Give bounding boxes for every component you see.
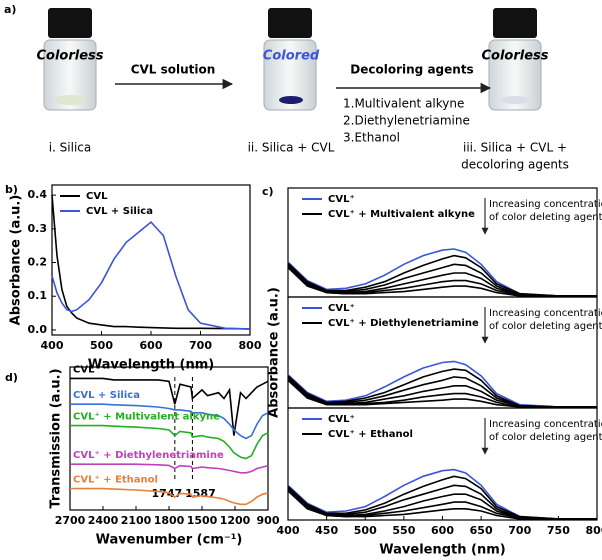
x-tick-label: 550 (392, 524, 415, 537)
x-tick-label: 650 (470, 524, 493, 537)
sample-caption: iii. Silica + CVL + (463, 141, 567, 155)
legend-label: CVL⁺ (328, 303, 355, 314)
annotation: Increasing concentration (489, 199, 602, 210)
x-tick-label: 600 (140, 339, 163, 352)
panel-label: a) (4, 3, 16, 16)
x-tick-label: 2700 (55, 514, 86, 527)
x-tick-label: 800 (586, 524, 602, 537)
data-line (287, 490, 597, 520)
series-label: CVL + Silica (73, 390, 140, 401)
data-line (287, 475, 597, 520)
sample-caption: decoloring agents (461, 158, 569, 172)
legend-label: CVL + Silica (86, 206, 153, 217)
data-line (287, 254, 597, 297)
x-axis-label: Wavelength (nm) (88, 358, 214, 373)
data-line (70, 377, 269, 436)
x-axis-label: Wavelength (nm) (379, 543, 505, 558)
x-tick-label: 500 (90, 339, 113, 352)
data-line (287, 484, 597, 520)
step-title: CVL solution (131, 63, 216, 77)
sample-caption: ii. Silica + CVL (248, 141, 335, 155)
x-tick-label: 1200 (220, 514, 251, 527)
x-axis-label: Wavenumber (cm⁻¹) (96, 533, 243, 548)
y-axis-label: Absorbance (a.u.) (267, 287, 282, 418)
legend-label: CVL (86, 191, 108, 202)
x-tick-label: 500 (354, 524, 377, 537)
data-line (70, 424, 269, 460)
reference-label: 1747 (152, 487, 183, 500)
panel-label: c) (262, 185, 274, 198)
sample-state: Colorless (481, 49, 548, 64)
y-axis-label: Absorbance (a.u.) (9, 195, 24, 326)
legend-label: CVL⁺ + Ethanol (328, 429, 413, 440)
sample-state: Colored (263, 49, 320, 64)
y-tick-label: 0.4 (28, 188, 48, 201)
data-line (287, 248, 597, 297)
series-label: CVL (73, 364, 95, 375)
x-tick-label: 600 (431, 524, 454, 537)
step-item: 2.Diethylenetriamine (343, 114, 470, 128)
sample-state: Colorless (36, 49, 103, 64)
panel-label: d) (5, 371, 18, 384)
data-line (287, 360, 597, 408)
data-line (51, 221, 251, 330)
series-label: CVL⁺ + Diethylenetriamine (73, 450, 224, 461)
annotation: Increasing concentration (489, 308, 602, 319)
y-axis-label: Transmission (a.u.) (49, 368, 64, 508)
data-line (70, 403, 269, 440)
data-line (287, 267, 597, 297)
data-line (287, 488, 597, 520)
annotation: of color deleting agent (489, 432, 602, 443)
data-line (287, 263, 597, 297)
panel-label: b) (5, 183, 18, 196)
x-tick-label: 800 (239, 339, 262, 352)
x-tick-label: 900 (257, 514, 280, 527)
series-label: CVL⁺ + Multivalent alkyne (73, 412, 220, 423)
legend-label: CVL⁺ (328, 414, 355, 425)
series-label: CVL⁺ + Ethanol (73, 475, 158, 486)
annotation: Increasing concentration (489, 419, 602, 430)
data-line (287, 264, 597, 297)
data-line (287, 376, 597, 408)
vial (488, 8, 542, 111)
step-title: Decoloring agents (350, 63, 473, 77)
y-tick-label: 0.0 (28, 323, 48, 336)
x-tick-label: 2100 (121, 514, 152, 527)
x-tick-label: 700 (508, 524, 531, 537)
legend-label: CVL⁺ + Multivalent alkyne (328, 209, 475, 220)
x-tick-label: 450 (315, 524, 338, 537)
annotation: of color deleting agent (489, 321, 602, 332)
x-tick-label: 400 (41, 339, 64, 352)
data-line (51, 195, 251, 330)
data-line (287, 468, 597, 520)
x-tick-label: 400 (277, 524, 300, 537)
y-tick-label: 0.3 (28, 222, 48, 235)
x-tick-label: 1500 (187, 514, 218, 527)
vial (263, 8, 317, 111)
annotation: of color deleting agent (489, 212, 602, 223)
data-line (70, 463, 269, 474)
x-tick-label: 1800 (154, 514, 185, 527)
sample-caption: i. Silica (49, 141, 92, 155)
step-item: 3.Ethanol (343, 131, 400, 145)
x-tick-label: 2400 (88, 514, 119, 527)
legend-label: CVL⁺ (328, 194, 355, 205)
step-item: 1.Multivalent alkyne (343, 97, 464, 111)
x-tick-label: 750 (547, 524, 570, 537)
y-tick-label: 0.1 (28, 289, 48, 302)
x-tick-label: 700 (189, 339, 212, 352)
data-line (70, 487, 269, 506)
legend-label: CVL⁺ + Diethylenetriamine (328, 318, 479, 329)
vial (43, 8, 97, 111)
data-line (287, 379, 597, 408)
y-tick-label: 0.2 (28, 256, 48, 269)
